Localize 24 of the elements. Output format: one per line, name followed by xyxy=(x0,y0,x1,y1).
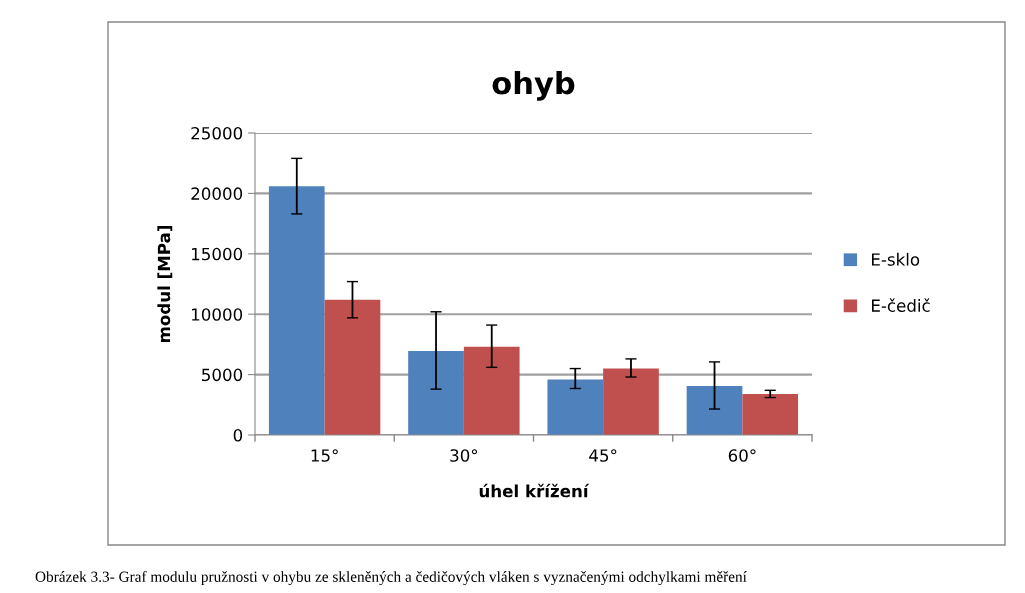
text: Obrázek 3.3- Graf modulu pružnosti v ohybu ze skleněných a čedičových vláken s vyznačenými odchylkami měření xyxy=(35,570,747,586)
bar xyxy=(408,351,464,435)
x-axis-title: úhel křížení xyxy=(479,483,590,498)
bar xyxy=(742,393,799,435)
x-tick-label: 60° xyxy=(728,449,756,462)
y-tick-label: 15000 xyxy=(192,247,243,261)
bar xyxy=(686,386,743,435)
y-tick-label: 20000 xyxy=(191,187,243,200)
bar xyxy=(324,299,381,435)
y-tick-label: 0 xyxy=(233,428,243,442)
bar xyxy=(463,346,520,435)
legend-label: E-čedič xyxy=(872,298,930,312)
y-tick-label: 10000 xyxy=(192,308,243,321)
bar xyxy=(547,379,604,435)
bar xyxy=(268,186,325,435)
bar xyxy=(603,368,659,435)
x-tick-label: 45° xyxy=(589,449,617,462)
x-tick-label: 30° xyxy=(450,449,478,462)
legend-label: E-sklo xyxy=(872,252,920,266)
x-tick-label: 15° xyxy=(311,449,338,462)
y-tick-label: 25000 xyxy=(191,126,243,140)
y-axis-title: modul [MPa] xyxy=(157,225,173,343)
y-tick-label: 5000 xyxy=(202,368,243,382)
chart-title: ohyb xyxy=(492,70,575,101)
